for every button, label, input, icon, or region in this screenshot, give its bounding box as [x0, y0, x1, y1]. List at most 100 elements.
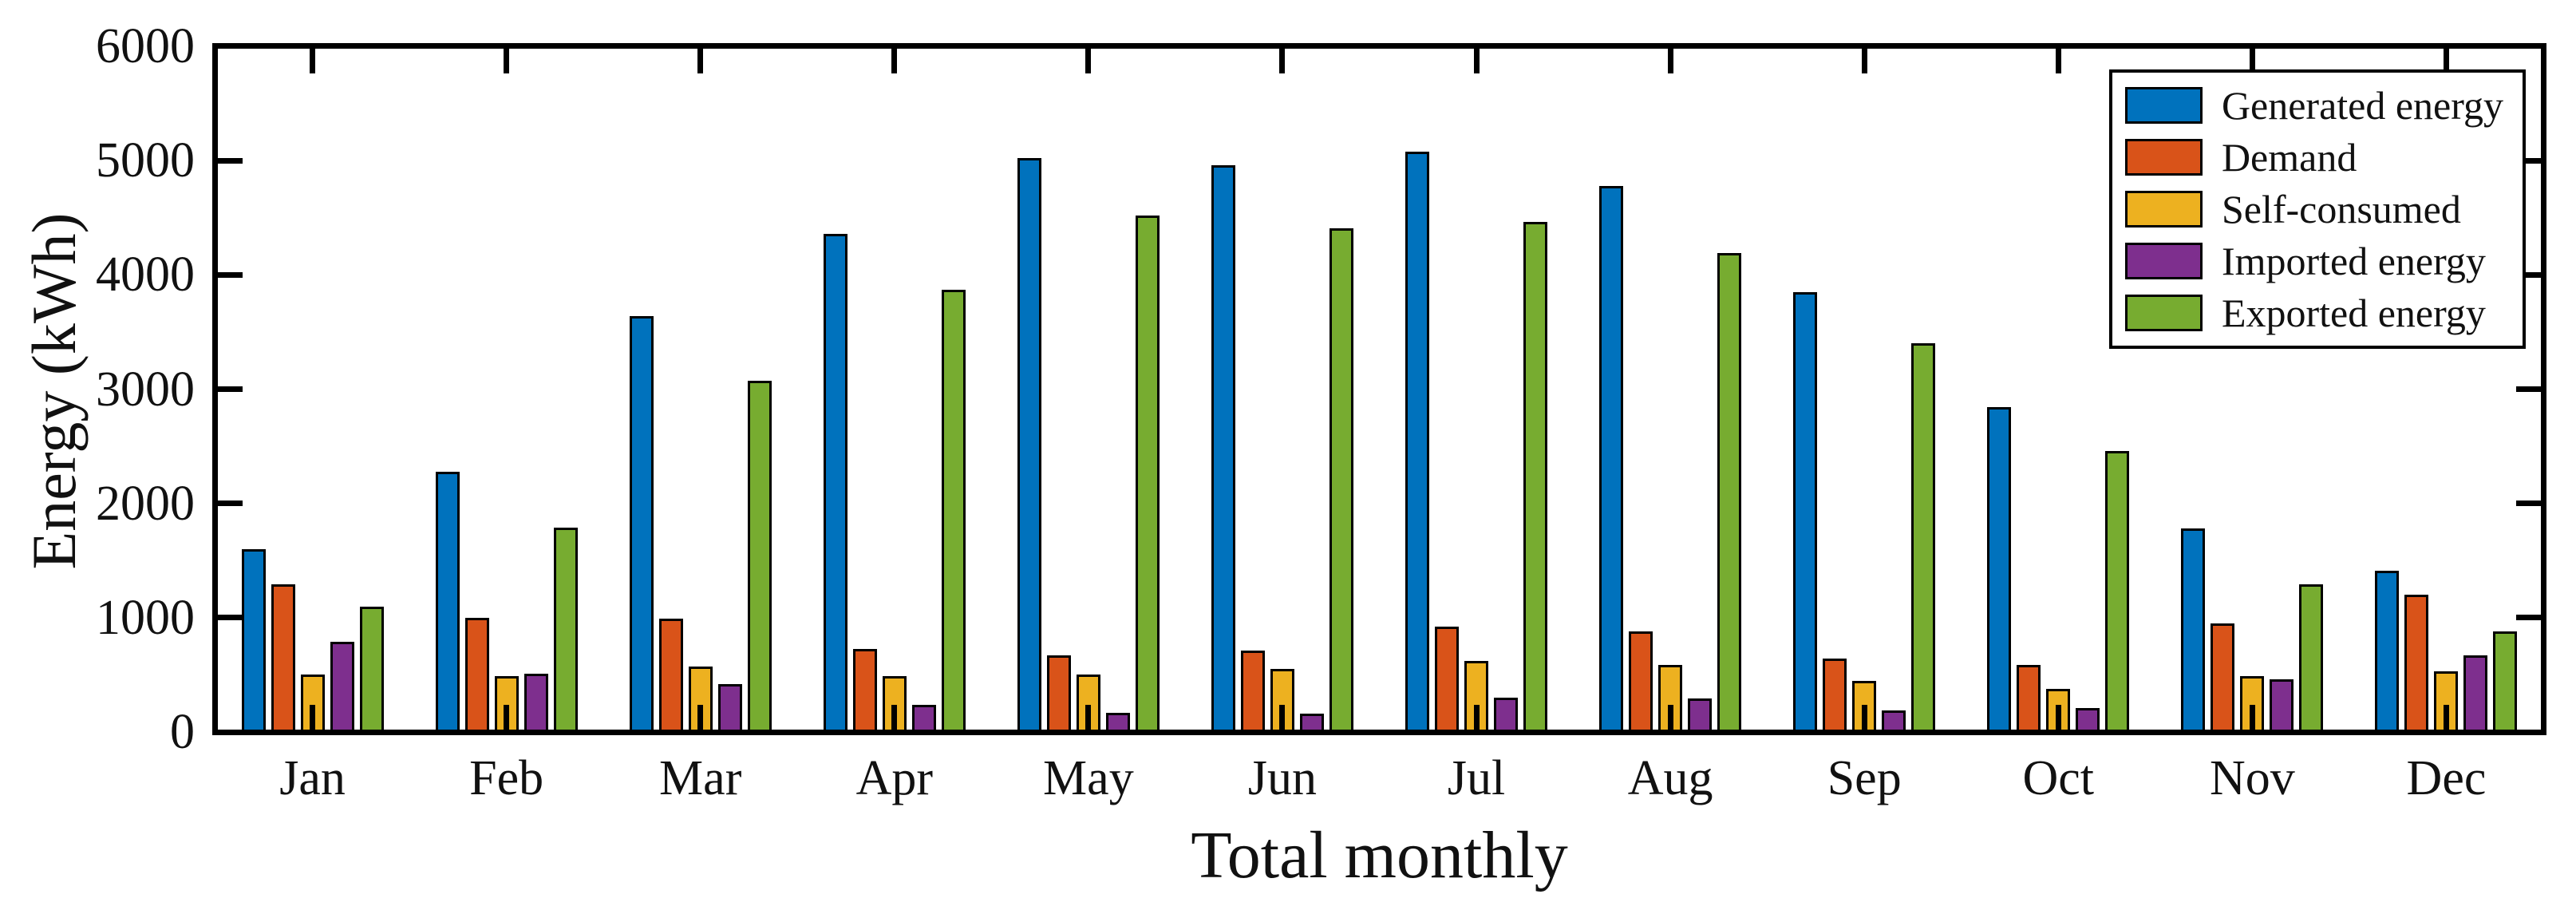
bar-group-jun: [1211, 46, 1353, 732]
bar-imported-energy-feb: [523, 674, 548, 732]
legend-swatch-generated-energy: [2124, 87, 2203, 124]
bar-exported-energy-mar: [747, 381, 772, 732]
x-tick-label-may: May: [1043, 751, 1134, 805]
x-tick-top-sep: [1861, 46, 1867, 73]
legend-row-generated-energy: Generated energy: [2124, 83, 2503, 128]
bar-group-may: [1017, 46, 1160, 732]
bar-group-dec: [2375, 46, 2518, 732]
x-tick-label-jul: Jul: [1447, 751, 1506, 805]
bar-group-aug: [1599, 46, 1742, 732]
bar-exported-energy-jul: [1523, 222, 1548, 732]
x-tick-label-sep: Sep: [1827, 751, 1902, 805]
y-tick-label-0: 0: [170, 705, 195, 759]
y-tick-right-3000: [2516, 386, 2543, 392]
bar-demand-oct: [2017, 664, 2041, 732]
x-tick-top-mar: [697, 46, 704, 73]
bars-layer: [215, 46, 2543, 732]
legend-label-imported-energy: Imported energy: [2221, 239, 2486, 283]
legend: Generated energy Demand Self-consumed Impor…: [2108, 69, 2526, 349]
legend-swatch-imported-energy: [2124, 243, 2203, 279]
bar-group-apr: [823, 46, 966, 732]
legend-row-exported-energy: Exported energy: [2124, 291, 2503, 335]
y-tick-label-5000: 5000: [96, 133, 195, 188]
x-tick-bottom-aug: [1667, 705, 1673, 732]
bar-generated-energy-nov: [2181, 528, 2206, 732]
x-tick-bottom-feb: [504, 705, 510, 732]
y-tick-left-4000: [215, 271, 243, 278]
bar-generated-energy-aug: [1599, 185, 1624, 732]
y-tick-left-1000: [215, 615, 243, 621]
x-tick-top-dec: [2443, 46, 2449, 73]
x-tick-bottom-sep: [1861, 705, 1867, 732]
legend-swatch-self-consumed: [2124, 191, 2203, 228]
x-tick-bottom-jan: [310, 705, 316, 732]
x-tick-bottom-jul: [1473, 705, 1480, 732]
bar-exported-energy-sep: [1911, 343, 1936, 732]
bar-demand-jan: [271, 584, 295, 732]
bar-generated-energy-jan: [241, 548, 266, 732]
bar-exported-energy-may: [1135, 215, 1160, 732]
bar-imported-energy-oct: [2076, 707, 2100, 732]
y-tick-label-6000: 6000: [96, 19, 195, 73]
bar-group-jul: [1405, 46, 1548, 732]
y-tick-left-3000: [215, 386, 243, 392]
x-tick-bottom-nov: [2249, 705, 2255, 732]
legend-row-demand: Demand: [2124, 137, 2503, 177]
x-tick-label-jun: Jun: [1247, 751, 1318, 805]
ticks-layer: [215, 46, 2543, 732]
x-tick-top-jul: [1473, 46, 1480, 73]
x-tick-label-aug: Aug: [1627, 751, 1713, 805]
y-tick-left-5000: [215, 157, 243, 164]
y-tick-right-2000: [2516, 500, 2543, 507]
x-tick-label-feb: Feb: [469, 751, 544, 805]
x-tick-label-oct: Oct: [2022, 751, 2095, 805]
bar-imported-energy-jul: [1494, 698, 1519, 732]
y-tick-label-4000: 4000: [96, 247, 195, 303]
bar-demand-apr: [852, 648, 877, 732]
x-tick-top-may: [1085, 46, 1092, 73]
x-tick-bottom-dec: [2443, 705, 2449, 732]
bar-demand-feb: [464, 617, 489, 732]
y-tick-label-2000: 2000: [96, 476, 195, 531]
plot-area: Generated energy Demand Self-consumed Impor…: [212, 43, 2546, 735]
bar-generated-energy-feb: [435, 471, 460, 732]
x-tick-top-jan: [310, 46, 316, 73]
x-tick-top-jun: [1279, 46, 1286, 73]
bar-generated-energy-apr: [823, 233, 847, 732]
y-tick-left-2000: [215, 500, 243, 507]
x-tick-label-jan: Jan: [279, 751, 346, 805]
x-tick-bottom-apr: [891, 705, 898, 732]
x-tick-bottom-oct: [2055, 705, 2061, 732]
x-tick-label-mar: Mar: [659, 751, 742, 805]
bar-exported-energy-jan: [359, 606, 384, 732]
legend-row-self-consumed: Self-consumed: [2124, 187, 2503, 231]
x-tick-top-nov: [2249, 46, 2255, 73]
bar-exported-energy-jun: [1329, 228, 1353, 732]
y-tick-right-1000: [2516, 615, 2543, 621]
x-tick-label-dec: Dec: [2406, 751, 2487, 805]
legend-label-self-consumed: Self-consumed: [2221, 187, 2461, 231]
bar-generated-energy-sep: [1793, 291, 1818, 732]
legend-label-generated-energy: Generated energy: [2221, 83, 2503, 128]
y-tick-right-4000: [2516, 271, 2543, 278]
legend-label-exported-energy: Exported energy: [2221, 291, 2486, 335]
bar-demand-dec: [2404, 595, 2429, 732]
bar-demand-jul: [1435, 627, 1460, 732]
bar-exported-energy-aug: [1717, 253, 1742, 732]
x-tick-label-apr: Apr: [855, 751, 933, 805]
bar-group-sep: [1793, 46, 1936, 732]
x-tick-top-feb: [504, 46, 510, 73]
x-tick-top-aug: [1667, 46, 1673, 73]
bar-self-consumed-dec: [2434, 671, 2459, 732]
x-axis-label: Total monthly: [1191, 818, 1568, 892]
bar-exported-energy-dec: [2493, 631, 2518, 732]
legend-row-imported-energy: Imported energy: [2124, 239, 2503, 283]
bar-generated-energy-may: [1017, 158, 1041, 732]
bar-exported-energy-apr: [941, 289, 966, 732]
bar-group-feb: [435, 46, 578, 732]
bar-imported-energy-nov: [2270, 679, 2294, 732]
bar-exported-energy-feb: [553, 527, 578, 732]
legend-swatch-demand: [2124, 139, 2203, 176]
x-tick-top-oct: [2055, 46, 2061, 73]
